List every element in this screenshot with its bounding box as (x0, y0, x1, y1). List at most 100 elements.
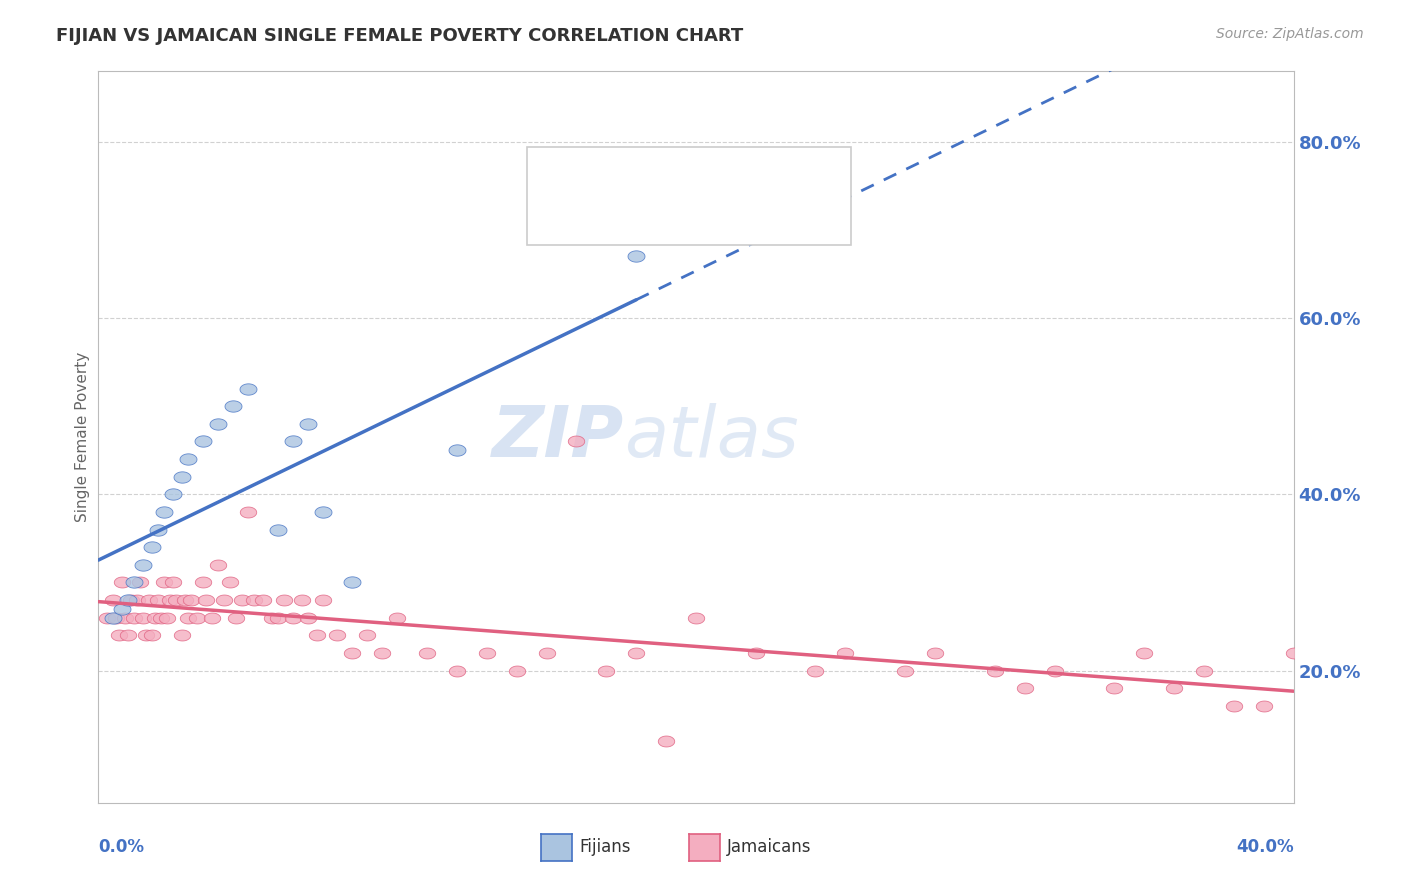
Point (297, 611, 319, 625)
Point (1043, 664, 1066, 678)
Point (103, 611, 125, 625)
Point (291, 593, 314, 607)
Point (894, 664, 917, 678)
Point (174, 593, 197, 607)
Point (219, 575, 242, 590)
Point (225, 611, 247, 625)
Point (834, 646, 856, 660)
Point (446, 664, 468, 678)
Point (177, 452, 200, 467)
Point (326, 628, 349, 642)
Point (172, 469, 194, 483)
Point (159, 593, 181, 607)
Text: R =: R = (582, 168, 619, 186)
Point (138, 593, 160, 607)
Point (446, 443, 468, 458)
Point (156, 611, 179, 625)
Point (565, 434, 588, 449)
Point (297, 417, 319, 431)
Point (311, 593, 333, 607)
Text: N =: N = (692, 168, 728, 186)
Point (1104, 681, 1126, 696)
Point (141, 628, 163, 642)
Text: 77: 77 (728, 207, 752, 225)
Point (103, 593, 125, 607)
Y-axis label: Single Female Poverty: Single Female Poverty (75, 352, 90, 522)
Point (1253, 698, 1275, 713)
Point (124, 575, 146, 590)
Point (111, 575, 134, 590)
Point (236, 505, 259, 519)
Point (153, 505, 176, 519)
Point (111, 602, 134, 616)
Text: atlas: atlas (624, 402, 799, 472)
Point (207, 558, 229, 572)
Point (180, 593, 202, 607)
Point (260, 611, 283, 625)
Point (626, 249, 648, 263)
Point (311, 505, 333, 519)
Text: 0.0%: 0.0% (98, 838, 145, 856)
Point (595, 664, 617, 678)
Text: Jamaicans: Jamaicans (727, 838, 811, 856)
Point (267, 523, 290, 537)
Point (281, 434, 304, 449)
Point (1133, 646, 1156, 660)
Point (212, 593, 235, 607)
Point (1282, 646, 1305, 660)
Point (1014, 681, 1036, 696)
Text: Fijians: Fijians (579, 838, 631, 856)
Point (191, 434, 214, 449)
Text: -0.088: -0.088 (619, 207, 678, 225)
Point (655, 734, 678, 748)
Point (207, 417, 229, 431)
Text: N =: N = (692, 207, 728, 225)
Text: 22: 22 (728, 168, 752, 186)
Point (162, 575, 184, 590)
Point (195, 593, 218, 607)
Point (172, 628, 194, 642)
Point (342, 575, 364, 590)
Text: R =: R = (582, 207, 619, 225)
Point (416, 646, 439, 660)
Point (745, 646, 768, 660)
Point (984, 664, 1007, 678)
Point (281, 611, 304, 625)
Point (231, 593, 253, 607)
Point (685, 611, 707, 625)
Point (143, 611, 166, 625)
Text: ZIP: ZIP (492, 402, 624, 472)
Point (342, 646, 364, 660)
Point (1192, 664, 1215, 678)
Point (1223, 698, 1246, 713)
Point (506, 664, 529, 678)
Point (141, 540, 163, 554)
Point (129, 575, 152, 590)
Point (385, 611, 409, 625)
Point (153, 575, 176, 590)
Point (924, 646, 946, 660)
Point (148, 523, 170, 537)
Point (117, 593, 139, 607)
Point (150, 611, 173, 625)
Point (267, 611, 290, 625)
Point (120, 593, 142, 607)
Point (305, 628, 328, 642)
Text: 40.0%: 40.0% (1236, 838, 1294, 856)
Point (626, 646, 648, 660)
Text: FIJIAN VS JAMAICAN SINGLE FEMALE POVERTY CORRELATION CHART: FIJIAN VS JAMAICAN SINGLE FEMALE POVERTY… (56, 27, 744, 45)
Point (186, 611, 208, 625)
Point (191, 575, 214, 590)
Point (148, 593, 170, 607)
Point (105, 611, 128, 625)
Point (132, 611, 155, 625)
Text: Source: ZipAtlas.com: Source: ZipAtlas.com (1216, 27, 1364, 41)
Point (108, 628, 131, 642)
Text: 0.239: 0.239 (619, 168, 678, 186)
Point (475, 646, 498, 660)
Point (356, 628, 378, 642)
Point (536, 646, 558, 660)
Point (124, 611, 146, 625)
Point (1163, 681, 1185, 696)
Point (165, 593, 187, 607)
